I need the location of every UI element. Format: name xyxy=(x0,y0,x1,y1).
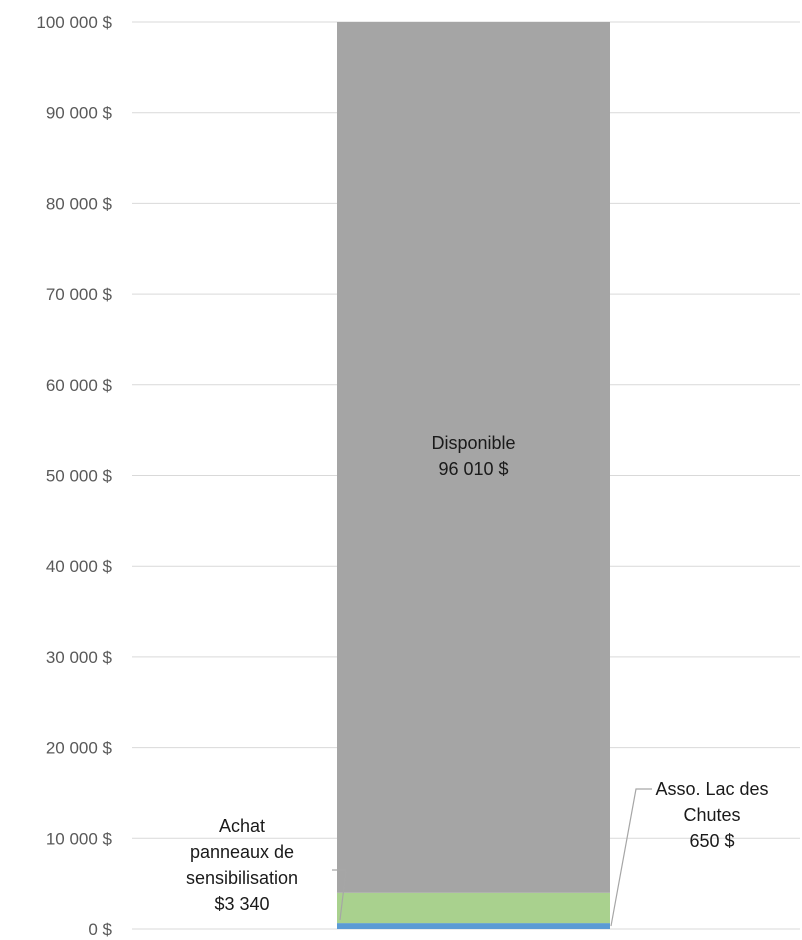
data-label-line: Achat xyxy=(219,816,265,836)
data-label-achat: Achat panneaux de sensibilisation $3 340 xyxy=(186,816,298,914)
data-label-line: 650 $ xyxy=(689,831,734,851)
y-tick-label: 20 000 $ xyxy=(46,739,113,758)
y-tick-label: 70 000 $ xyxy=(46,285,113,304)
y-tick-label: 80 000 $ xyxy=(46,194,113,213)
data-label-line: 96 010 $ xyxy=(438,459,508,479)
data-label-line: $3 340 xyxy=(214,894,269,914)
y-tick-label: 40 000 $ xyxy=(46,557,113,576)
y-tick-label: 0 $ xyxy=(88,920,112,939)
leader-line-achat xyxy=(332,869,347,921)
data-label-line: Asso. Lac des xyxy=(655,779,768,799)
data-label-dispo: Disponible 96 010 $ xyxy=(431,433,515,479)
bar-segment-asso xyxy=(337,923,610,929)
y-tick-label: 30 000 $ xyxy=(46,648,113,667)
data-label-line: sensibilisation xyxy=(186,868,298,888)
data-labels: Disponible 96 010 $ Achat panneaux de sensib… xyxy=(186,433,769,914)
bar-segment-achat xyxy=(337,892,610,924)
y-axis-tick-labels: 0 $ 10 000 $ 20 000 $ 30 000 $ 40 000 $ 50 00… xyxy=(36,13,112,939)
label-leader-lines xyxy=(332,788,652,927)
leader-line-asso xyxy=(610,788,652,927)
y-tick-label: 10 000 $ xyxy=(46,829,113,848)
bar-segment-dispo xyxy=(337,22,610,893)
data-label-asso: Asso. Lac des Chutes 650 $ xyxy=(655,779,768,851)
y-tick-label: 60 000 $ xyxy=(46,376,113,395)
y-tick-label: 100 000 $ xyxy=(36,13,112,32)
data-label-line: Chutes xyxy=(683,805,740,825)
data-label-line: Disponible xyxy=(431,433,515,453)
y-tick-label: 90 000 $ xyxy=(46,104,113,123)
bar-segments xyxy=(337,22,610,929)
data-label-line: panneaux de xyxy=(190,842,294,862)
y-tick-label: 50 000 $ xyxy=(46,467,113,486)
